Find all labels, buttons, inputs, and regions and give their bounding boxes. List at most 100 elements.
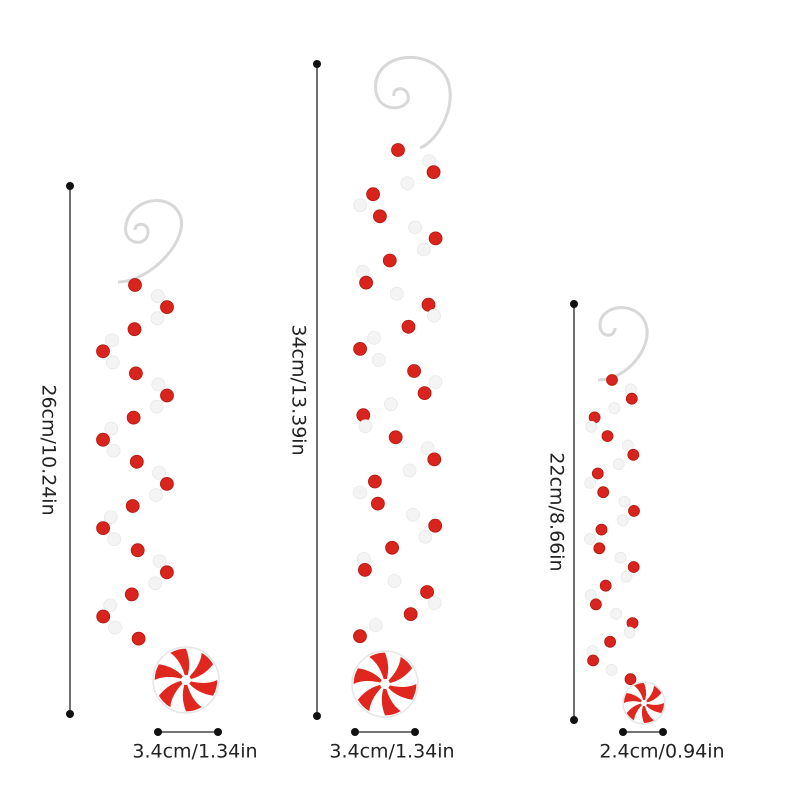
bead xyxy=(371,353,386,367)
endpoint xyxy=(659,728,667,736)
bead xyxy=(148,576,163,591)
bead xyxy=(610,607,622,620)
bead xyxy=(367,330,381,345)
bead xyxy=(601,430,614,443)
endpoint xyxy=(313,60,321,68)
endpoint xyxy=(619,728,627,736)
bead xyxy=(382,253,397,268)
bead xyxy=(160,388,174,403)
bead xyxy=(387,574,402,588)
endpoint xyxy=(66,182,74,190)
bead xyxy=(383,397,398,412)
bead xyxy=(620,570,633,583)
bead xyxy=(427,452,442,467)
bead xyxy=(417,386,432,401)
bead xyxy=(96,344,110,359)
bead xyxy=(597,486,610,499)
hooks xyxy=(117,55,649,382)
bead xyxy=(152,554,167,569)
bead xyxy=(420,441,435,456)
bead xyxy=(403,607,418,621)
bead xyxy=(627,448,640,461)
bead xyxy=(385,540,400,555)
bead xyxy=(590,598,602,611)
candy-swirl xyxy=(154,664,186,680)
bead xyxy=(428,231,443,246)
bead xyxy=(587,654,599,667)
bead xyxy=(96,521,110,535)
candy-swirl xyxy=(186,652,214,680)
candy-swirl xyxy=(385,684,417,700)
bead xyxy=(353,198,368,213)
bead xyxy=(400,176,415,191)
bead xyxy=(618,495,631,508)
bead xyxy=(357,563,372,577)
bead xyxy=(624,673,637,686)
bead xyxy=(124,587,139,602)
bead xyxy=(356,408,371,423)
bead xyxy=(584,533,596,545)
bead xyxy=(584,589,597,601)
bead xyxy=(625,392,638,405)
bead xyxy=(149,488,163,502)
bead xyxy=(421,297,436,312)
bead xyxy=(612,458,625,471)
width-label: 2.4cm/0.94in xyxy=(599,741,724,763)
bead xyxy=(623,626,636,639)
candy-center xyxy=(380,679,390,689)
candy-swirl xyxy=(158,680,186,708)
candy-swirl xyxy=(641,703,654,723)
bead xyxy=(428,375,443,390)
endpoint xyxy=(570,716,578,724)
bead xyxy=(627,561,640,573)
dimension-lines xyxy=(66,60,667,736)
candy-swirl xyxy=(644,703,664,713)
bead xyxy=(106,355,120,370)
bead xyxy=(628,504,640,517)
height-label: 22cm/8.66in xyxy=(546,452,568,571)
hook xyxy=(117,199,184,284)
bead xyxy=(604,635,616,648)
endpoint xyxy=(66,710,74,718)
endpoint xyxy=(570,300,578,308)
hook xyxy=(597,306,649,382)
candy-swirl xyxy=(170,648,190,680)
candy-center xyxy=(181,675,191,685)
bead xyxy=(401,319,416,334)
bead xyxy=(131,631,146,646)
bead xyxy=(160,300,174,315)
bead xyxy=(427,308,441,323)
bead xyxy=(406,507,420,522)
bead xyxy=(152,465,166,480)
bead xyxy=(388,430,403,445)
endpoint xyxy=(411,728,419,736)
bead xyxy=(408,220,423,235)
bead xyxy=(599,579,612,592)
bead xyxy=(149,399,164,414)
height-label: 26cm/10.24in xyxy=(38,384,60,515)
bead xyxy=(591,467,604,480)
endpoint xyxy=(154,728,162,736)
bead xyxy=(103,598,118,613)
bead xyxy=(150,311,165,326)
endpoint xyxy=(214,728,222,736)
bead xyxy=(105,333,119,348)
bead xyxy=(367,474,382,489)
width-label: 3.4cm/1.34in xyxy=(132,741,257,763)
bead xyxy=(129,454,144,469)
bead xyxy=(130,543,145,558)
candy-swirl xyxy=(634,683,647,703)
bead xyxy=(358,419,373,434)
candy-swirl xyxy=(182,680,202,712)
bead xyxy=(106,443,121,458)
bead xyxy=(125,499,140,513)
bead xyxy=(353,629,367,644)
width-label: 3.4cm/1.34in xyxy=(329,741,454,763)
height-label: 34cm/13.39in xyxy=(288,324,310,455)
bead xyxy=(159,565,174,580)
bead xyxy=(616,514,629,527)
bead xyxy=(366,187,381,202)
bead xyxy=(159,476,174,491)
bead xyxy=(359,275,374,290)
